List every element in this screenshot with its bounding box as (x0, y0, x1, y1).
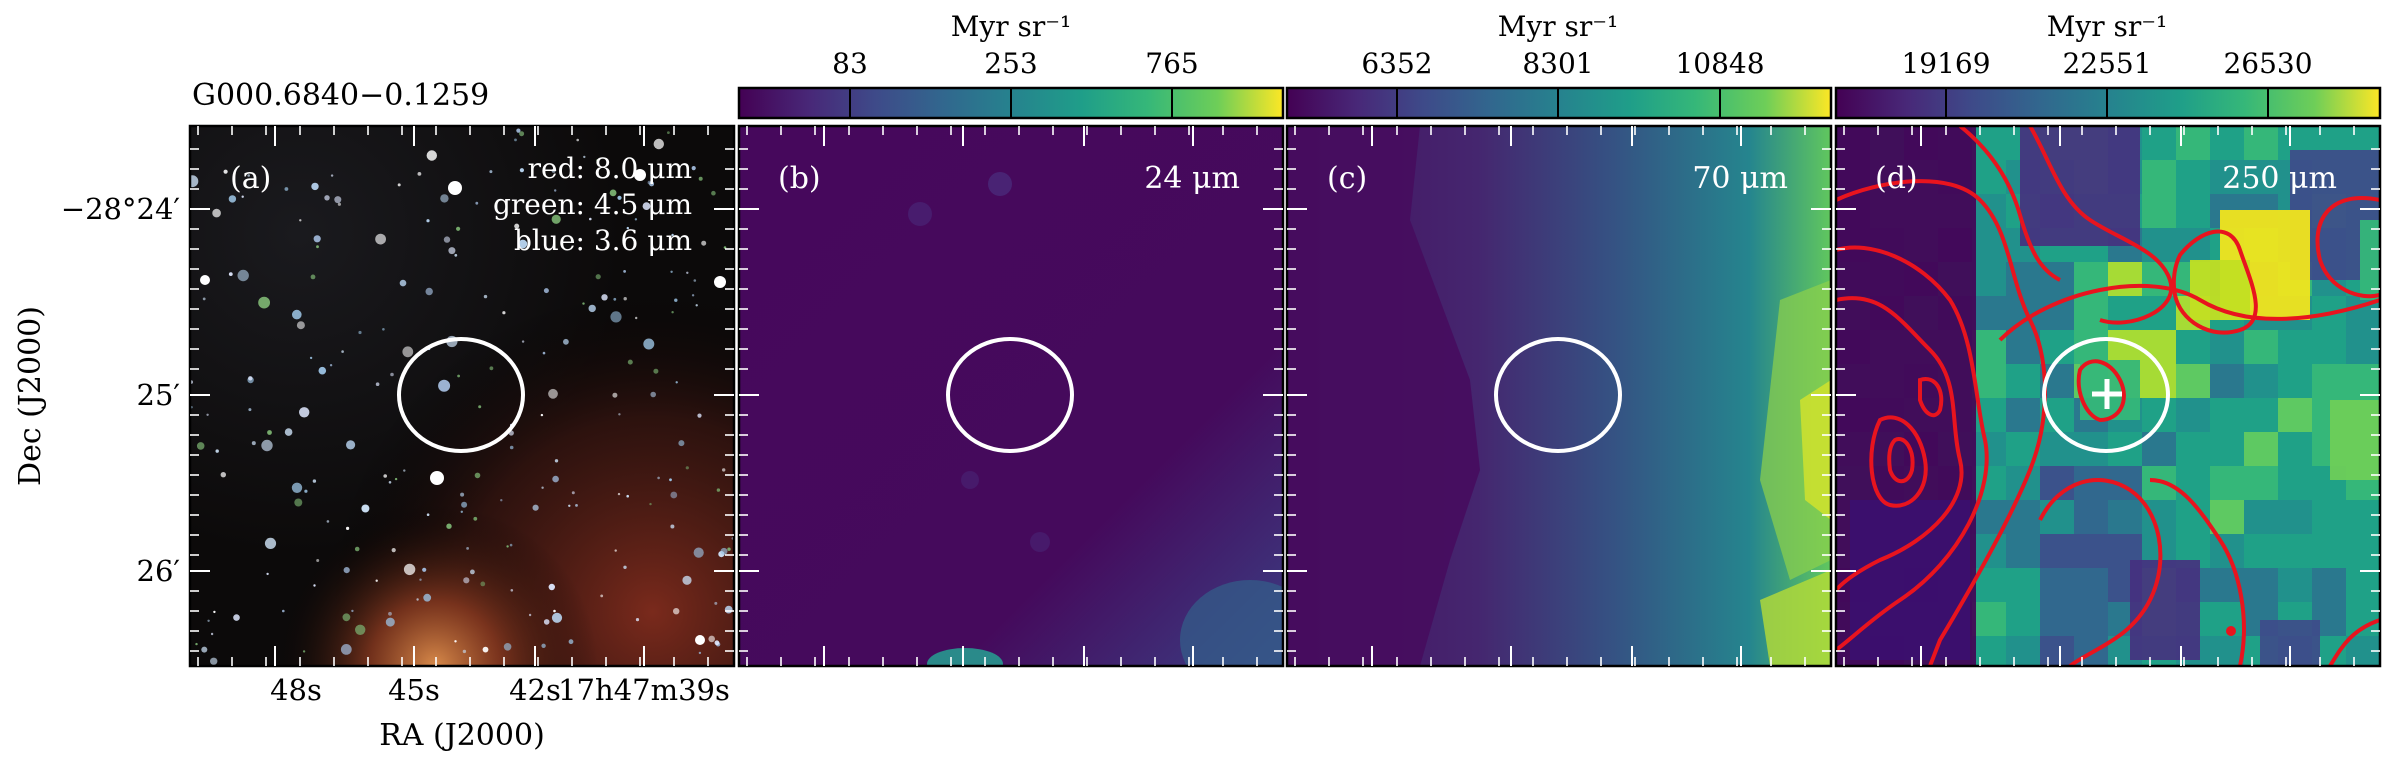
panel-c-aperture-circle (1494, 337, 1622, 453)
ra-tick-label-4: 17h47m39s (558, 673, 730, 707)
source-name: G000.6840−0.1259 (192, 78, 489, 113)
panel-a-aperture-circle (397, 337, 525, 453)
panel-b-ticks (739, 126, 1283, 666)
colorbar-b-tick-1: 83 (832, 47, 868, 80)
panel-d-position-marker (2092, 379, 2122, 409)
colorbar-d-unit: Myr sr⁻¹ (2047, 10, 2168, 43)
x-axis-label: RA (J2000) (379, 718, 545, 753)
panel-d-wavelength: 250 μm (2222, 161, 2337, 196)
y-axis-label: Dec (J2000) (13, 306, 48, 486)
colorbar-c-tick-1: 6352 (1361, 47, 1432, 80)
legend-green: green: 4.5 μm (493, 188, 692, 221)
colorbar-b-tick-3: 765 (1145, 47, 1198, 80)
colorbar-d-tick-2: 22551 (2062, 47, 2151, 80)
panel-d-contours (1836, 126, 2380, 666)
colorbar-c-unit: Myr sr⁻¹ (1498, 10, 1619, 43)
panel-a-stars (190, 128, 734, 665)
dec-tick-label-2: 25′ (137, 378, 181, 412)
panel-b-aperture-circle (946, 337, 1074, 453)
panel-b-wavelength: 24 μm (1144, 161, 1240, 196)
panel-c-wavelength: 70 μm (1692, 161, 1788, 196)
colorbar-b-tick-2: 253 (984, 47, 1037, 80)
panel-b-image (739, 126, 1283, 666)
panel-a-label: (a) (230, 161, 271, 196)
ra-tick-label-3: 42s (509, 673, 561, 707)
panel-d-ticks (1836, 126, 2380, 666)
panel-d: (d) 250 μm 19169 22551 26530 Myr sr⁻¹ (1834, 10, 2382, 668)
panel-a: (a) red: 8.0 μm green: 4.5 μm blue: 3.6 … (188, 124, 736, 668)
colorbar-b-unit: Myr sr⁻¹ (951, 10, 1072, 43)
colorbar-c-tick-2: 8301 (1522, 47, 1593, 80)
panel-b: (b) 24 μm 83 253 765 Myr sr⁻¹ (737, 10, 1285, 668)
dec-tick-label-3: 26′ (137, 554, 181, 588)
panel-d-label: (d) (1875, 161, 1918, 196)
colorbar-d-tick-1: 19169 (1901, 47, 1990, 80)
panel-b-label: (b) (778, 161, 821, 196)
legend-blue: blue: 3.6 μm (514, 224, 692, 257)
ra-tick-label-1: 48s (270, 673, 322, 707)
ra-tick-label-2: 45s (388, 673, 440, 707)
panel-c-label: (c) (1327, 161, 1367, 196)
panel-c-ticks (1287, 126, 1831, 666)
dec-tick-label-1: −28°24′ (61, 192, 180, 226)
legend-red: red: 8.0 μm (528, 152, 692, 185)
panel-a-ticks (190, 126, 734, 666)
panel-d-aperture-circle (2042, 337, 2170, 453)
panel-c: (c) 70 μm 6352 8301 10848 Myr sr⁻¹ (1285, 10, 1833, 668)
colorbar-c-tick-3: 10848 (1675, 47, 1764, 80)
colorbar-d-tick-3: 26530 (2223, 47, 2312, 80)
